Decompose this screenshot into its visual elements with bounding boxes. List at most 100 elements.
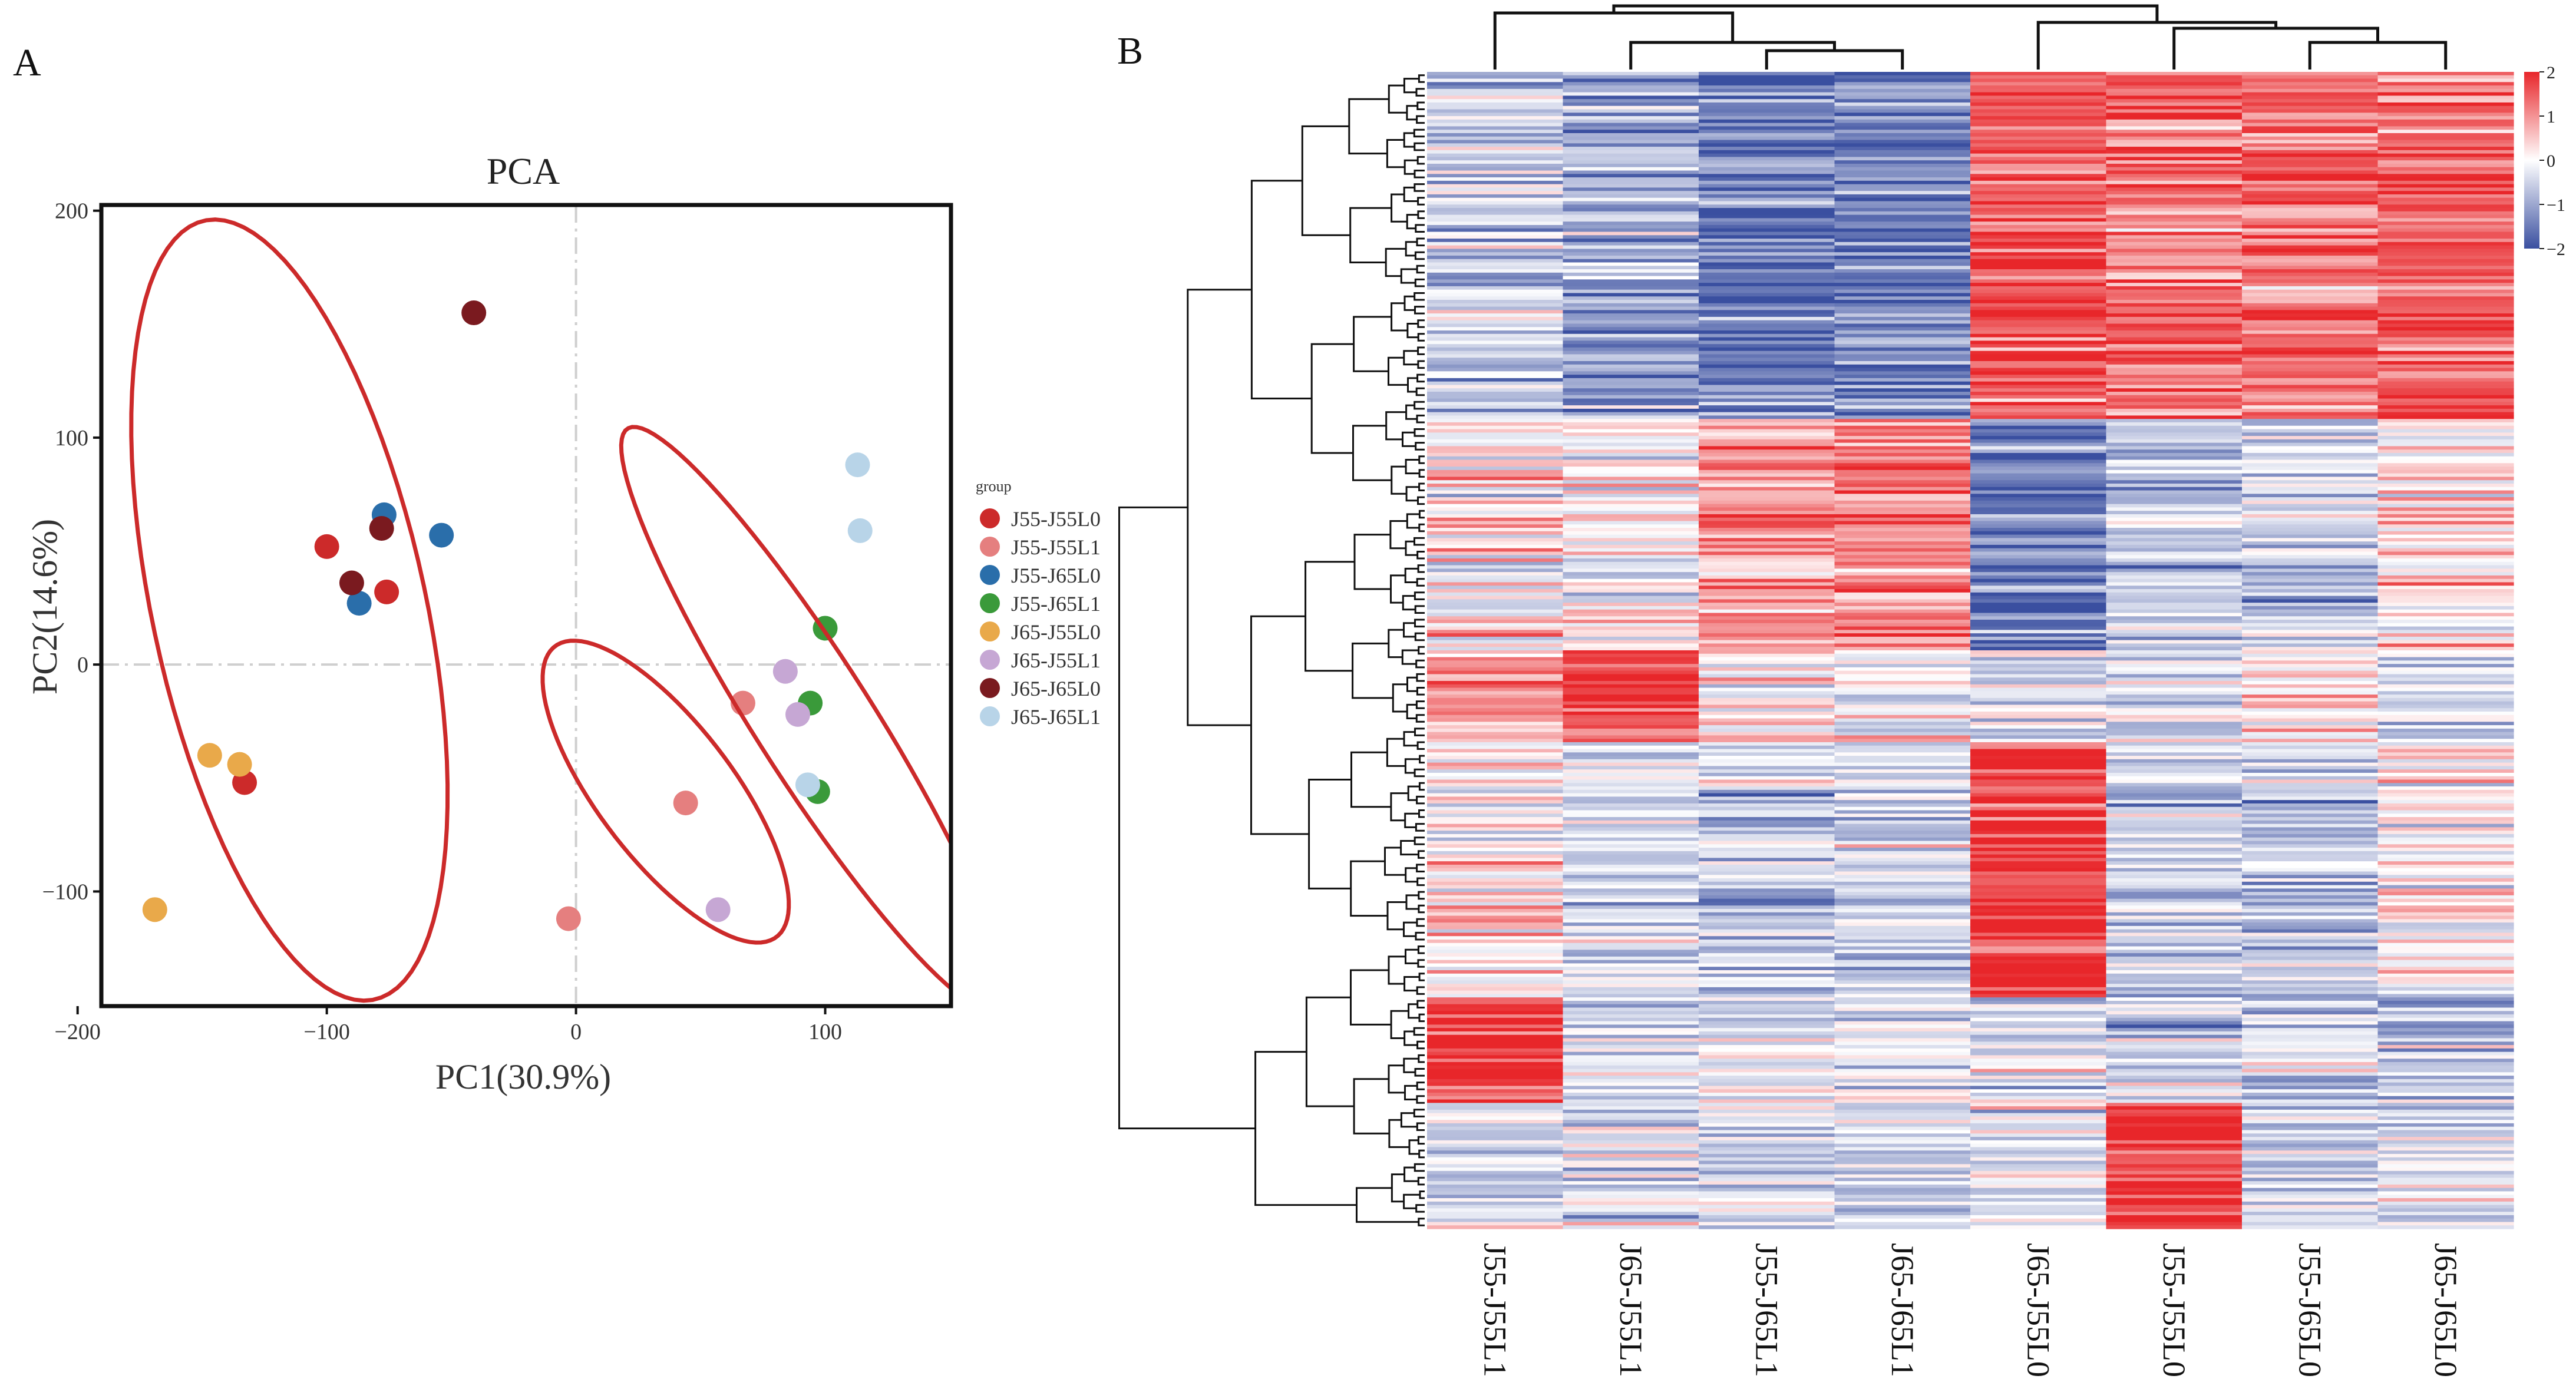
- heatmap-cell: [1563, 402, 1699, 406]
- heatmap-cell: [1834, 269, 1971, 273]
- heatmap-cell: [2242, 153, 2379, 158]
- heatmap-cell: [2242, 1225, 2379, 1229]
- heatmap-cell: [2242, 252, 2379, 256]
- heatmap-cell: [1970, 1092, 2107, 1097]
- heatmap-cell: [1970, 925, 2107, 930]
- heatmap-cell: [1970, 467, 2107, 471]
- heatmap-cell: [1834, 419, 1971, 423]
- heatmap-cell: [1970, 1113, 2107, 1117]
- heatmap-cell: [1699, 371, 1835, 375]
- heatmap-cell: [1699, 1130, 1835, 1134]
- heatmap-cell: [2106, 756, 2243, 760]
- heatmap-cell: [2106, 293, 2243, 297]
- heatmap-cell: [1563, 1011, 1699, 1015]
- heatmap-cell: [1699, 1106, 1835, 1110]
- heatmap-cell: [2106, 647, 2243, 651]
- heatmap-cell: [1427, 224, 1564, 229]
- heatmap-cell: [1699, 1147, 1835, 1151]
- heatmap-cell: [2377, 806, 2514, 811]
- heatmap-cell: [2106, 694, 2243, 699]
- heatmap-cell: [1427, 1007, 1564, 1011]
- heatmap-cell: [1699, 78, 1835, 82]
- heatmap-cell: [1970, 613, 2107, 617]
- heatmap-cell: [1563, 163, 1699, 168]
- heatmap-cell: [1563, 1130, 1699, 1134]
- heatmap-cell: [1699, 1099, 1835, 1103]
- heatmap-cell: [1834, 286, 1971, 290]
- heatmap-cell: [2106, 1208, 2243, 1212]
- heatmap-cell: [1427, 130, 1564, 134]
- heatmap-cell: [1427, 1174, 1564, 1178]
- heatmap-cell: [2106, 970, 2243, 974]
- heatmap-cell: [1970, 922, 2107, 927]
- heatmap-cell: [1427, 568, 1564, 573]
- heatmap-cell: [1427, 1014, 1564, 1018]
- heatmap-cell: [1970, 1065, 2107, 1070]
- heatmap-cell: [1563, 126, 1699, 130]
- heatmap-cell: [1563, 824, 1699, 828]
- heatmap-cell: [1563, 1076, 1699, 1080]
- heatmap-cell: [1834, 1051, 1971, 1056]
- heatmap-cell: [1563, 538, 1699, 542]
- heatmap-cell: [1699, 953, 1835, 957]
- heatmap-cell: [1834, 1065, 1971, 1070]
- heatmap-cell: [1970, 1181, 2107, 1185]
- heatmap-cell: [1699, 504, 1835, 508]
- heatmap-cell: [1563, 759, 1699, 763]
- heatmap-cell: [1834, 650, 1971, 654]
- heatmap-cell: [1427, 1188, 1564, 1192]
- heatmap-cell: [2377, 725, 2514, 729]
- pca-point-j65-j65l1: [845, 452, 870, 478]
- heatmap-cell: [1970, 1116, 2107, 1120]
- heatmap-cell: [2106, 1218, 2243, 1223]
- heatmap-cell: [1970, 1086, 2107, 1090]
- heatmap-cell: [1563, 1133, 1699, 1137]
- heatmap-cell: [1699, 831, 1835, 835]
- heatmap-cell: [1834, 534, 1971, 538]
- heatmap-cell: [1970, 130, 2107, 134]
- heatmap-cell: [2106, 623, 2243, 627]
- heatmap-cell: [1563, 544, 1699, 549]
- heatmap-cell: [2242, 347, 2379, 352]
- heatmap-cell: [2106, 636, 2243, 641]
- heatmap-cell: [1563, 531, 1699, 535]
- heatmap-cell: [1563, 915, 1699, 920]
- heatmap-cell: [1834, 745, 1971, 750]
- heatmap-cell: [1427, 953, 1564, 957]
- heatmap-cell: [2377, 970, 2514, 974]
- heatmap-cell: [1563, 140, 1699, 144]
- heatmap-cell: [2377, 1055, 2514, 1059]
- heatmap-cell: [2106, 844, 2243, 848]
- heatmap-cell: [1563, 327, 1699, 331]
- heatmap-cell: [2242, 1133, 2379, 1137]
- heatmap-cell: [1699, 249, 1835, 253]
- heatmap-cell: [2377, 147, 2514, 151]
- heatmap-cell: [1699, 1113, 1835, 1117]
- heatmap-cell: [2106, 517, 2243, 522]
- heatmap-cell: [1970, 630, 2107, 634]
- heatmap-cell: [2242, 1201, 2379, 1206]
- heatmap-cell: [1427, 616, 1564, 620]
- heatmap-panel: B J55-J55L1 J65-J55L1 J55-J65L1 J65-J65L1 J6…: [1117, 4, 2565, 1377]
- heatmap-cell: [2106, 925, 2243, 930]
- heatmap-cell: [2242, 960, 2379, 964]
- heatmap-cell: [1563, 905, 1699, 910]
- heatmap-cell: [1563, 1174, 1699, 1178]
- panel-b-letter: B: [1117, 29, 1143, 72]
- heatmap-cell: [2242, 970, 2379, 974]
- heatmap-cell: [2106, 463, 2243, 467]
- heatmap-cell: [1699, 565, 1835, 569]
- heatmap-cell: [1427, 1048, 1564, 1053]
- heatmap-cell: [1970, 831, 2107, 835]
- heatmap-cell: [1970, 1147, 2107, 1151]
- heatmap-cell: [1834, 412, 1971, 416]
- heatmap-cell: [1834, 1014, 1971, 1018]
- heatmap-cell: [1834, 449, 1971, 454]
- pca-point-j55-j55l0: [314, 534, 339, 559]
- heatmap-cell: [1563, 371, 1699, 375]
- heatmap-cell: [1563, 296, 1699, 300]
- heatmap-cell: [1834, 1041, 1971, 1046]
- heatmap-cell: [2377, 817, 2514, 821]
- heatmap-cell: [1699, 837, 1835, 842]
- heatmap-cell: [2377, 340, 2514, 345]
